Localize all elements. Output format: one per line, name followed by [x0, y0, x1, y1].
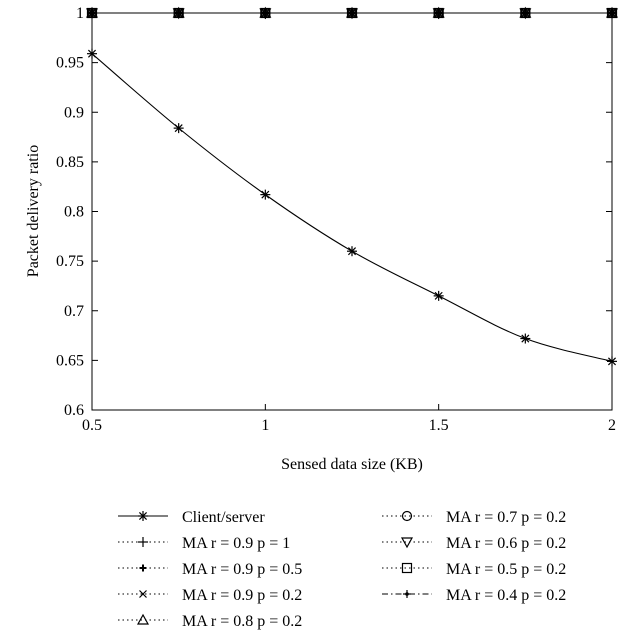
legend-marker	[138, 511, 148, 521]
data-point	[346, 7, 358, 19]
x-tick-label: 2	[608, 417, 616, 434]
y-tick-label: 0.75	[56, 253, 84, 270]
y-tick-label: 0.8	[64, 204, 84, 221]
series-8	[88, 9, 616, 17]
legend-label: MA r = 0.4 p = 0.2	[446, 587, 566, 604]
y-tick-label: 0.85	[56, 154, 84, 171]
data-point	[87, 48, 97, 59]
data-point	[520, 333, 531, 344]
legend-label: MA r = 0.6 p = 0.2	[446, 535, 566, 552]
data-point	[260, 189, 271, 200]
y-tick-label: 0.6	[64, 402, 84, 419]
y-tick-label: 0.7	[64, 303, 84, 320]
legend-label: MA r = 0.5 p = 0.2	[446, 561, 566, 578]
series-layer	[85, 6, 619, 367]
data-point	[433, 290, 444, 301]
data-point	[347, 246, 357, 257]
legend-label: Client/server	[182, 509, 265, 526]
x-tick-label: 1	[261, 417, 269, 434]
data-point	[434, 9, 443, 17]
legend-item: Client/server	[118, 509, 265, 526]
y-tick-label: 0.65	[56, 352, 84, 369]
legend-item: MA r = 0.9 p = 0.2	[118, 587, 302, 604]
y-axis-label: Packet delivery ratio	[25, 145, 42, 277]
legend-marker	[138, 537, 148, 547]
legend-item: MA r = 0.4 p = 0.2	[382, 587, 566, 604]
series-line	[91, 53, 613, 362]
x-tick-label: 1.5	[429, 417, 449, 434]
legend-label: MA r = 0.8 p = 0.2	[182, 613, 302, 630]
x-tick-label: 0.5	[82, 417, 102, 434]
legend-marker	[401, 562, 413, 574]
data-point	[348, 9, 356, 17]
data-point	[608, 9, 616, 17]
legend-item: MA r = 0.6 p = 0.2	[382, 535, 566, 552]
legend-item: MA r = 0.9 p = 1	[118, 535, 290, 552]
series-0	[87, 48, 617, 367]
legend-item: MA r = 0.7 p = 0.2	[382, 509, 566, 526]
data-point	[607, 356, 617, 367]
legend-label: MA r = 0.9 p = 0.2	[182, 587, 302, 604]
legend-label: MA r = 0.9 p = 1	[182, 535, 290, 552]
legend-marker	[403, 590, 411, 598]
data-point	[174, 9, 183, 17]
legend-marker	[401, 510, 413, 522]
legend-label: MA r = 0.9 p = 0.5	[182, 561, 302, 578]
y-tick-label: 1	[76, 5, 84, 22]
legend-item: MA r = 0.8 p = 0.2	[118, 613, 302, 630]
y-tick-label: 0.95	[56, 55, 84, 72]
y-tick-label: 0.9	[64, 104, 84, 121]
legend-item: MA r = 0.5 p = 0.2	[382, 561, 566, 578]
legend-item: MA r = 0.9 p = 0.5	[118, 561, 302, 578]
legend-marker	[400, 537, 414, 549]
legend-marker	[139, 564, 147, 572]
legend-marker	[136, 613, 150, 625]
data-point	[88, 9, 96, 17]
x-axis-label: Sensed data size (KB)	[281, 456, 423, 473]
data-point	[173, 123, 184, 134]
legend-label: MA r = 0.7 p = 0.2	[446, 509, 566, 526]
data-point	[261, 9, 270, 17]
data-point	[521, 9, 530, 17]
legend-marker	[139, 590, 147, 598]
plot-frame	[91, 12, 613, 411]
axis-ticks: 0.5 1 1.5 2 0.6 0.65 0.7 0.75 0.8 0.85 0.9 0.95 1	[56, 5, 616, 434]
legend: Client/server MA r = 0.9 p = 1 MA r = 0.9 …	[118, 509, 566, 630]
